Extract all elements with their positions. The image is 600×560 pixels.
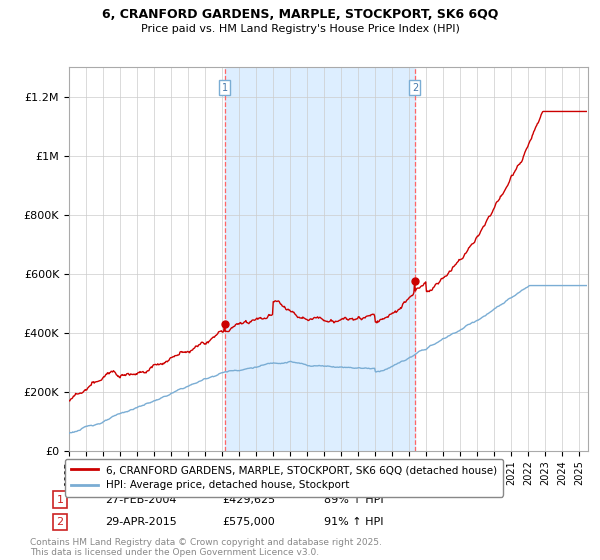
Text: Price paid vs. HM Land Registry's House Price Index (HPI): Price paid vs. HM Land Registry's House …	[140, 24, 460, 34]
Legend: 6, CRANFORD GARDENS, MARPLE, STOCKPORT, SK6 6QQ (detached house), HPI: Average p: 6, CRANFORD GARDENS, MARPLE, STOCKPORT, …	[65, 459, 503, 497]
Text: 1: 1	[221, 83, 228, 93]
Text: 6, CRANFORD GARDENS, MARPLE, STOCKPORT, SK6 6QQ: 6, CRANFORD GARDENS, MARPLE, STOCKPORT, …	[102, 8, 498, 21]
Text: £575,000: £575,000	[222, 517, 275, 527]
Text: 27-FEB-2004: 27-FEB-2004	[105, 494, 176, 505]
Text: 89% ↑ HPI: 89% ↑ HPI	[324, 494, 383, 505]
Bar	[225, 67, 415, 451]
Text: 1: 1	[56, 494, 64, 505]
Text: 2: 2	[412, 83, 418, 93]
Text: 2: 2	[56, 517, 64, 527]
Text: 29-APR-2015: 29-APR-2015	[105, 517, 177, 527]
Text: 91% ↑ HPI: 91% ↑ HPI	[324, 517, 383, 527]
Text: Contains HM Land Registry data © Crown copyright and database right 2025.
This d: Contains HM Land Registry data © Crown c…	[30, 538, 382, 557]
Text: £429,625: £429,625	[222, 494, 275, 505]
